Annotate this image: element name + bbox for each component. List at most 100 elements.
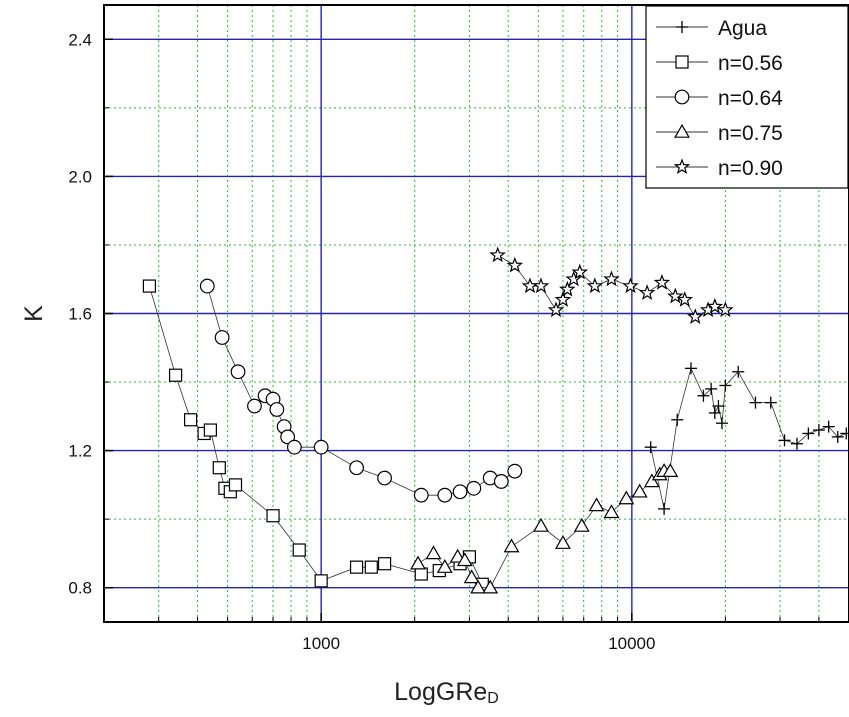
- circle-marker: [286, 439, 302, 455]
- plus-marker: [732, 365, 745, 378]
- series-line: [650, 367, 847, 509]
- triangle-marker: [503, 538, 520, 553]
- square-marker: [377, 557, 392, 571]
- square-marker: [414, 567, 428, 581]
- triangle-marker: [410, 555, 426, 570]
- x-axis-title: LogGReD: [394, 678, 499, 707]
- x-axis-title-main: LogGRe: [394, 678, 487, 706]
- star-marker: [565, 270, 582, 287]
- x-tick-label: 10000: [608, 634, 655, 653]
- series-layer: [142, 246, 849, 594]
- star-marker: [532, 277, 550, 294]
- star-marker: [521, 277, 539, 294]
- plus-marker: [719, 379, 732, 392]
- circle-marker: [437, 487, 453, 503]
- circle-marker: [377, 470, 392, 486]
- square-marker: [212, 461, 226, 475]
- star-marker: [506, 256, 524, 273]
- plus-marker: [749, 396, 762, 409]
- circle-marker: [466, 480, 482, 496]
- circle-marker: [349, 460, 364, 476]
- plus-marker: [802, 427, 815, 440]
- triangle-marker: [463, 569, 480, 584]
- plus-marker: [697, 389, 710, 402]
- axis-ticks: 1000 10000 0.8 1.2 1.6 2.0 2.4: [68, 30, 849, 653]
- triangle-marker: [554, 535, 571, 549]
- legend-item: n=0.90: [656, 157, 783, 180]
- plus-marker: [831, 430, 844, 443]
- plus-marker: [840, 427, 849, 440]
- plus-marker: [684, 362, 697, 375]
- circle-marker: [247, 398, 262, 414]
- star-marker: [622, 277, 639, 294]
- circle-marker: [452, 484, 468, 500]
- triangle-marker: [674, 123, 690, 138]
- legend-item: n=0.64: [656, 87, 783, 110]
- y-tick-label: 1.6: [68, 305, 92, 324]
- circle-marker: [269, 402, 285, 417]
- star-marker: [559, 280, 576, 297]
- y-axis-title: K: [20, 305, 48, 322]
- square-marker: [168, 368, 183, 382]
- plus-marker: [778, 434, 791, 447]
- star-marker: [489, 246, 506, 263]
- star-marker: [638, 284, 656, 300]
- plus-marker: [790, 437, 803, 450]
- circle-marker: [230, 364, 246, 380]
- circle-marker: [493, 474, 509, 489]
- triangle-marker: [482, 579, 499, 594]
- triangle-marker: [436, 559, 453, 573]
- legend: Agua n=0.56 n=0.64 n=0.75 n=0.90: [645, 5, 849, 189]
- circle-marker: [280, 429, 296, 445]
- square-marker: [675, 55, 689, 69]
- legend-label: n=0.90: [718, 157, 783, 180]
- x-tick-label: 1000: [302, 634, 340, 653]
- y-tick-label: 2.4: [68, 30, 92, 49]
- star-marker: [676, 291, 694, 307]
- triangle-marker: [456, 552, 473, 567]
- circle-marker: [507, 463, 523, 479]
- plus-marker: [676, 21, 688, 33]
- square-marker: [364, 560, 378, 574]
- square-marker: [314, 574, 328, 588]
- square-marker: [228, 478, 243, 492]
- triangle-marker: [643, 473, 660, 488]
- triangle-marker: [588, 497, 605, 512]
- x-axis-title-subscript: D: [487, 690, 499, 707]
- triangle-marker: [603, 504, 620, 519]
- series-n=0.56: [142, 279, 489, 591]
- plus-marker: [708, 406, 721, 419]
- star-marker: [586, 277, 604, 294]
- star-marker: [717, 301, 734, 318]
- circle-marker: [214, 330, 230, 345]
- plus-marker: [822, 420, 835, 433]
- plus-marker: [705, 382, 718, 395]
- y-tick-label: 2.0: [68, 167, 92, 186]
- star-marker: [571, 263, 589, 280]
- plus-marker: [712, 400, 725, 413]
- plus-marker: [658, 502, 671, 515]
- star-marker: [706, 297, 724, 314]
- legend-label: n=0.64: [718, 87, 783, 110]
- y-tick-label: 1.2: [68, 442, 92, 461]
- triangle-marker: [425, 545, 442, 560]
- legend-item: n=0.56: [656, 52, 783, 75]
- triangle-marker: [631, 483, 648, 498]
- series-n=0.90: [489, 246, 734, 324]
- star-marker: [673, 158, 691, 175]
- plus-marker: [715, 417, 728, 430]
- triangle-marker: [662, 463, 679, 477]
- star-marker: [554, 291, 572, 307]
- square-marker: [292, 543, 306, 557]
- plus-marker: [812, 424, 825, 437]
- star-marker: [653, 273, 671, 290]
- triangle-marker: [618, 490, 635, 505]
- star-marker: [603, 270, 620, 287]
- square-marker: [203, 423, 217, 437]
- star-marker: [686, 308, 704, 324]
- legend-label: n=0.56: [718, 52, 783, 75]
- plus-marker: [764, 396, 777, 409]
- square-marker: [266, 509, 280, 523]
- triangle-marker: [470, 579, 487, 594]
